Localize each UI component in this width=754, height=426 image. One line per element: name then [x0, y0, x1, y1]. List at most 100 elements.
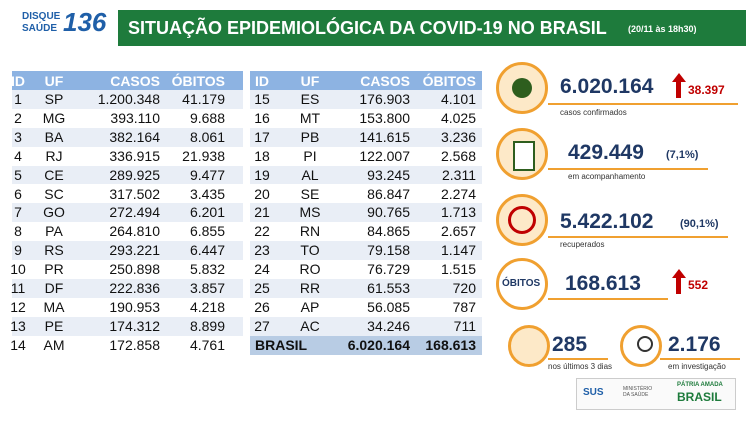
row-bg — [250, 165, 482, 185]
cell: SP — [44, 91, 64, 107]
cell: 2.568 — [440, 147, 476, 164]
row-bg — [250, 90, 482, 109]
cell: 76.729 — [367, 261, 410, 278]
row-bg — [250, 184, 482, 204]
recent-label: nos últimos 3 dias — [548, 362, 613, 371]
row-bg — [12, 260, 243, 279]
cell: MS — [299, 204, 321, 221]
row-bg — [250, 222, 482, 242]
cell: 9.477 — [189, 166, 225, 183]
cell: 4.025 — [440, 109, 476, 126]
cell: 4 — [14, 147, 22, 164]
no-virus — [508, 206, 536, 234]
total-label: BRASIL — [255, 336, 308, 353]
cell: 2.274 — [440, 185, 476, 202]
recovered-label: recuperados — [560, 240, 605, 249]
row-bg — [250, 203, 482, 223]
cell: AP — [300, 298, 320, 315]
cell: PR — [44, 261, 64, 278]
cell: 21 — [254, 204, 270, 221]
cell: 720 — [452, 280, 476, 296]
logo-number: 136 — [63, 7, 107, 37]
cell: 141.615 — [359, 128, 410, 145]
cell: 317.502 — [109, 185, 160, 202]
column-header: CASOS — [110, 73, 160, 89]
confirmed-label: casos confirmados — [560, 108, 627, 117]
magnifier-icon — [620, 325, 662, 367]
underline — [548, 103, 738, 105]
cell: 382.164 — [109, 128, 160, 145]
cell: 250.898 — [109, 261, 160, 278]
recovered-percent: (90,1%) — [680, 218, 719, 230]
row-bg — [250, 127, 482, 147]
cell: 6.447 — [189, 242, 225, 259]
cell: 26 — [254, 298, 270, 315]
cell: 222.836 — [109, 280, 160, 296]
cell: 61.553 — [367, 280, 410, 296]
virus-icon — [496, 62, 548, 114]
cell: 2.311 — [442, 166, 476, 183]
row-bg — [250, 316, 482, 336]
cell: 4.101 — [440, 91, 476, 107]
investigation-value: 2.176 — [668, 333, 721, 356]
cell: 41.179 — [182, 91, 225, 107]
arrow-shaft — [676, 278, 681, 294]
column-header: UF — [300, 73, 320, 89]
cell: 289.925 — [109, 166, 160, 183]
cell: TO — [300, 242, 320, 259]
arrow-shaft — [676, 82, 681, 98]
column-header: ID — [255, 73, 269, 89]
cell: BA — [44, 128, 64, 145]
cell: PE — [44, 317, 64, 334]
cell: SE — [300, 185, 320, 202]
motto: PÁTRIA AMADA — [677, 382, 723, 388]
cell: 5.832 — [189, 261, 225, 278]
row-bg — [12, 316, 243, 336]
clipboard — [513, 141, 535, 171]
cell: RO — [299, 261, 321, 278]
cell: 3.435 — [189, 185, 225, 202]
cell: 153.800 — [359, 109, 410, 126]
cell: 93.245 — [367, 166, 410, 183]
cell: RS — [44, 242, 64, 259]
deaths-delta: 552 — [688, 278, 709, 292]
cell: 1.713 — [440, 204, 476, 221]
monitoring-value: 429.449 — [568, 141, 644, 164]
column-header: CASOS — [360, 73, 410, 89]
cell: 3 — [14, 128, 22, 145]
row-bg — [12, 203, 243, 223]
underline — [548, 236, 728, 238]
cell: 20 — [254, 185, 270, 202]
cell: 1.515 — [440, 261, 476, 278]
cell: 7 — [14, 204, 22, 221]
cell: 293.221 — [109, 242, 160, 259]
cell: 787 — [452, 298, 476, 315]
cell: 190.953 — [109, 298, 160, 315]
cell: 84.865 — [367, 223, 410, 240]
cell: ES — [300, 91, 320, 107]
clipboard-icon — [496, 128, 548, 180]
cell: 8 — [14, 223, 22, 240]
cell: 122.007 — [359, 147, 410, 164]
header-row — [12, 71, 243, 90]
cell: PB — [300, 128, 320, 145]
row-bg — [250, 260, 482, 279]
cell: 4.761 — [189, 336, 225, 353]
column-header: UF — [44, 73, 64, 89]
row-bg — [12, 146, 243, 166]
underline — [548, 168, 708, 170]
cell: AL — [301, 166, 319, 183]
cell: 9.688 — [189, 109, 225, 126]
row-bg — [12, 335, 243, 355]
column-header: ÓBITOS — [171, 73, 225, 89]
deaths-badge: ÓBITOS — [496, 258, 548, 310]
arrow-up — [672, 269, 686, 278]
row-bg — [250, 279, 482, 298]
logo: DISQUE SAÚDE 136 — [8, 6, 112, 42]
cell: 23 — [254, 242, 270, 259]
recovered-icon — [496, 194, 548, 246]
cell: 8.061 — [189, 128, 225, 145]
title-bar: SITUAÇÃO EPIDEMIOLÓGICA DA COVID-19 NO B… — [118, 10, 746, 46]
row-bg — [250, 146, 482, 166]
cell: 6 — [14, 185, 22, 202]
